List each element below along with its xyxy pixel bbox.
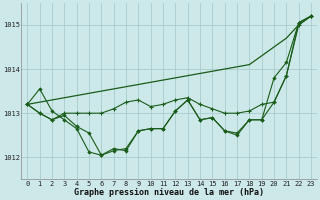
X-axis label: Graphe pression niveau de la mer (hPa): Graphe pression niveau de la mer (hPa) xyxy=(74,188,264,197)
